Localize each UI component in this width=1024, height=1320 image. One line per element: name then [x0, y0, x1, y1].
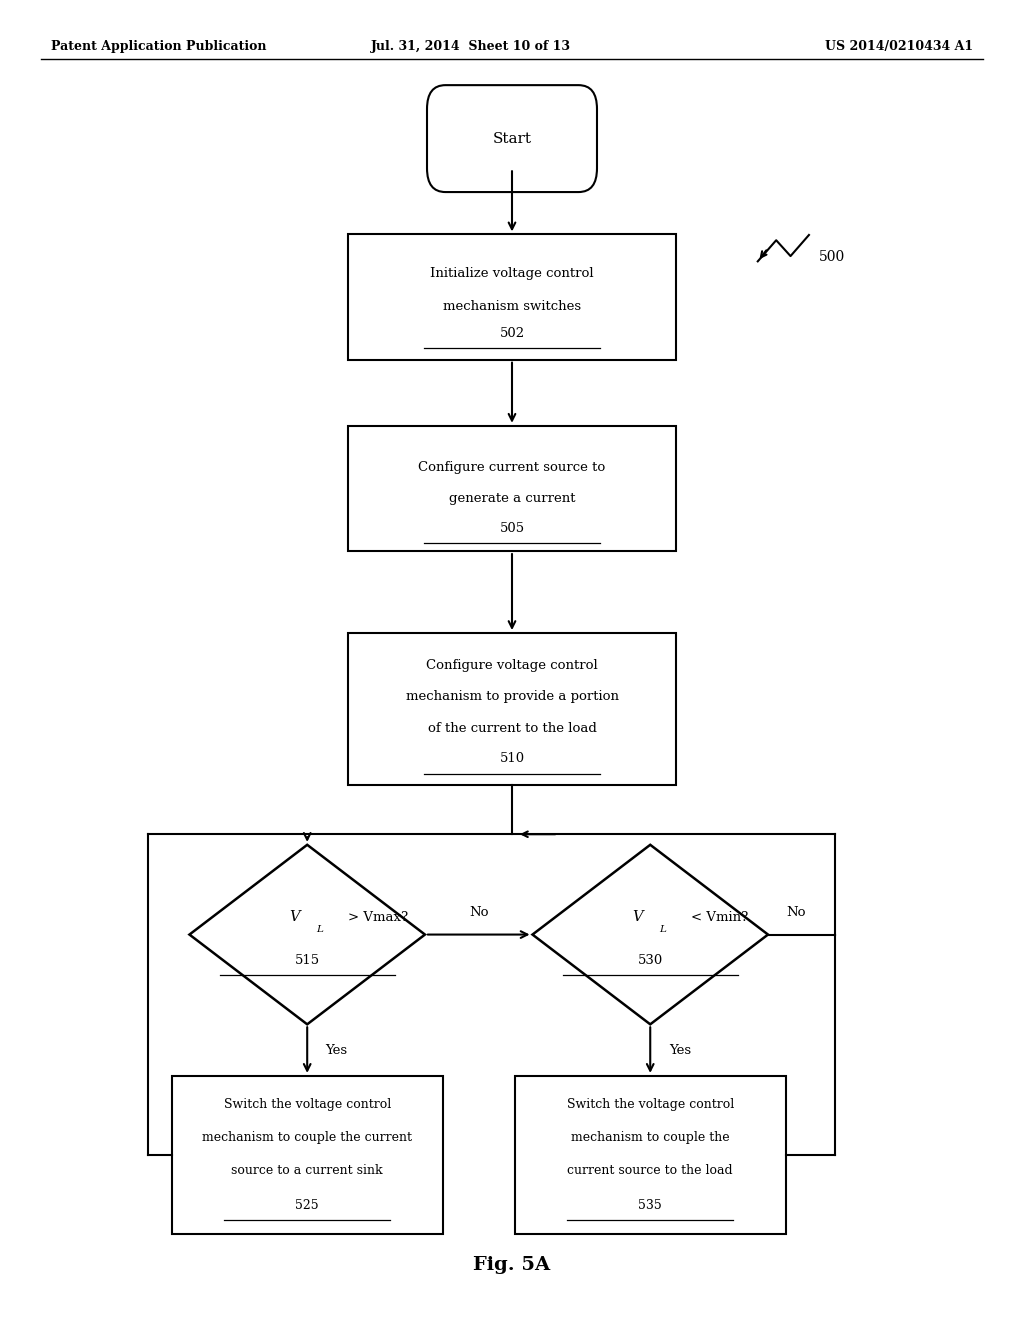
Text: US 2014/0210434 A1: US 2014/0210434 A1 — [824, 40, 973, 53]
Text: L: L — [659, 925, 666, 933]
Text: 525: 525 — [295, 1199, 319, 1212]
Text: current source to the load: current source to the load — [567, 1164, 733, 1177]
FancyBboxPatch shape — [427, 86, 597, 191]
Text: mechanism switches: mechanism switches — [443, 300, 581, 313]
Text: Switch the voltage control: Switch the voltage control — [223, 1098, 391, 1111]
Text: Jul. 31, 2014  Sheet 10 of 13: Jul. 31, 2014 Sheet 10 of 13 — [371, 40, 571, 53]
Text: < Vmin?: < Vmin? — [691, 911, 749, 924]
Text: 530: 530 — [638, 954, 663, 968]
Text: V: V — [290, 911, 300, 924]
Bar — [514, 1076, 786, 1234]
Bar — [348, 425, 676, 552]
Text: Configure voltage control: Configure voltage control — [426, 659, 598, 672]
Text: source to a current sink: source to a current sink — [231, 1164, 383, 1177]
Bar — [348, 632, 676, 784]
Text: Configure current source to: Configure current source to — [419, 461, 605, 474]
Text: 500: 500 — [819, 251, 846, 264]
Text: Yes: Yes — [326, 1044, 348, 1056]
Text: No: No — [786, 906, 806, 919]
Text: 515: 515 — [295, 954, 319, 968]
Text: V: V — [633, 911, 643, 924]
Text: mechanism to couple the current: mechanism to couple the current — [202, 1131, 413, 1144]
Text: mechanism to provide a portion: mechanism to provide a portion — [406, 690, 618, 704]
Text: 502: 502 — [500, 327, 524, 341]
Text: Fig. 5A: Fig. 5A — [473, 1255, 551, 1274]
Text: Switch the voltage control: Switch the voltage control — [566, 1098, 734, 1111]
Bar — [171, 1076, 442, 1234]
Text: L: L — [316, 925, 323, 933]
Text: No: No — [469, 906, 488, 919]
Text: 505: 505 — [500, 521, 524, 535]
Text: generate a current: generate a current — [449, 492, 575, 506]
Bar — [348, 235, 676, 359]
Text: Yes: Yes — [669, 1044, 691, 1056]
Text: of the current to the load: of the current to the load — [428, 722, 596, 735]
Text: > Vmax?: > Vmax? — [348, 911, 409, 924]
Text: Patent Application Publication: Patent Application Publication — [51, 40, 266, 53]
Text: 510: 510 — [500, 752, 524, 766]
Text: 535: 535 — [638, 1199, 663, 1212]
Text: Initialize voltage control: Initialize voltage control — [430, 267, 594, 280]
Polygon shape — [532, 845, 768, 1024]
Polygon shape — [189, 845, 425, 1024]
Text: mechanism to couple the: mechanism to couple the — [571, 1131, 729, 1144]
Text: Start: Start — [493, 132, 531, 145]
